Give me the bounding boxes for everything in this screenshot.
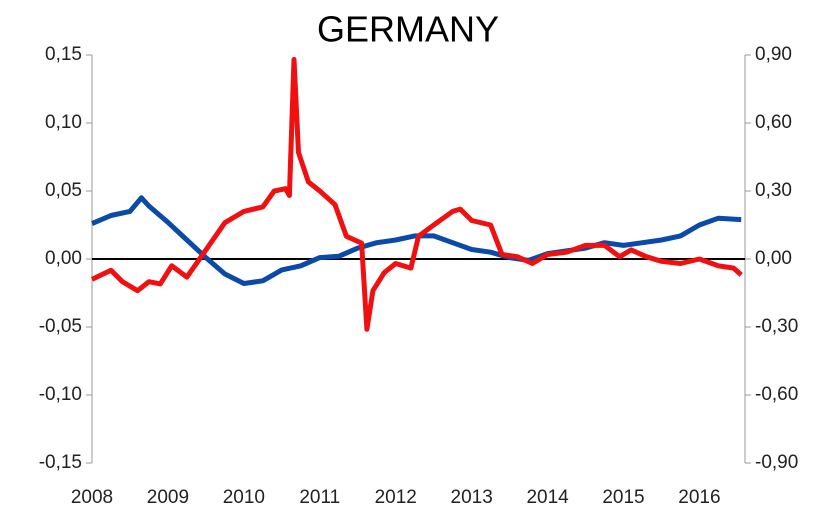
y-tick-label: 0,00 [45,248,82,269]
y-tick-label: -0,05 [39,316,82,337]
chart-title: GERMANY [317,9,499,50]
y2-tick-label: 0,00 [755,248,792,269]
x-tick-label: 2010 [223,487,265,508]
y-tick-label: 0,05 [45,180,82,201]
x-tick-label: 2016 [678,487,720,508]
x-tick-label: 2011 [299,487,340,508]
x-tick-label: 2012 [375,487,417,508]
y2-tick-label: 0,90 [755,44,792,65]
y2-tick-label: -0,30 [755,316,798,337]
x-tick-label: 2015 [602,487,644,508]
x-tick-label: 2013 [451,487,493,508]
y2-tick-label: -0,90 [755,452,798,473]
x-tick-label: 2014 [526,487,569,508]
y2-tick-label: -0,60 [755,384,798,405]
y-tick-label: -0,10 [39,384,82,405]
series-line [91,195,742,286]
series-line [90,57,743,332]
y2-tick-label: 0,60 [755,112,792,133]
y-tick-label: -0,15 [39,452,82,473]
y-tick-label: 0,10 [45,112,82,133]
y-tick-label: 0,15 [45,44,82,65]
x-tick-label: 2009 [147,487,189,508]
y2-tick-label: 0,30 [755,180,792,201]
x-tick-label: 2008 [71,487,113,508]
